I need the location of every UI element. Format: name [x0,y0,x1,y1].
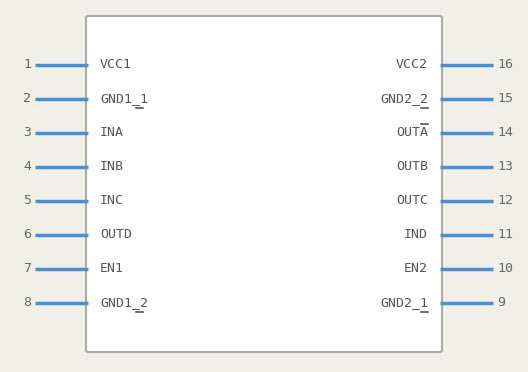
Text: 1: 1 [23,58,31,71]
Text: 16: 16 [497,58,513,71]
Text: 11: 11 [497,228,513,241]
Text: IND: IND [404,228,428,241]
Text: GND2_2: GND2_2 [380,93,428,106]
Text: 2: 2 [23,93,31,106]
Text: INC: INC [100,195,124,208]
Text: 14: 14 [497,126,513,140]
Text: VCC1: VCC1 [100,58,132,71]
Text: 15: 15 [497,93,513,106]
Text: 5: 5 [23,195,31,208]
Text: VCC2: VCC2 [396,58,428,71]
Text: OUTB: OUTB [396,160,428,173]
Text: 9: 9 [497,296,505,310]
Text: 13: 13 [497,160,513,173]
Text: INB: INB [100,160,124,173]
Text: EN1: EN1 [100,263,124,276]
Text: 3: 3 [23,126,31,140]
FancyBboxPatch shape [86,16,442,352]
Text: OUTD: OUTD [100,228,132,241]
Text: 8: 8 [23,296,31,310]
Text: INA: INA [100,126,124,140]
Text: 4: 4 [23,160,31,173]
Text: GND2_1: GND2_1 [380,296,428,310]
Text: GND1_1: GND1_1 [100,93,148,106]
Text: OUTC: OUTC [396,195,428,208]
Text: OUTA: OUTA [396,126,428,140]
Text: 12: 12 [497,195,513,208]
Text: 7: 7 [23,263,31,276]
Text: 10: 10 [497,263,513,276]
Text: EN2: EN2 [404,263,428,276]
Text: GND1_2: GND1_2 [100,296,148,310]
Text: 6: 6 [23,228,31,241]
